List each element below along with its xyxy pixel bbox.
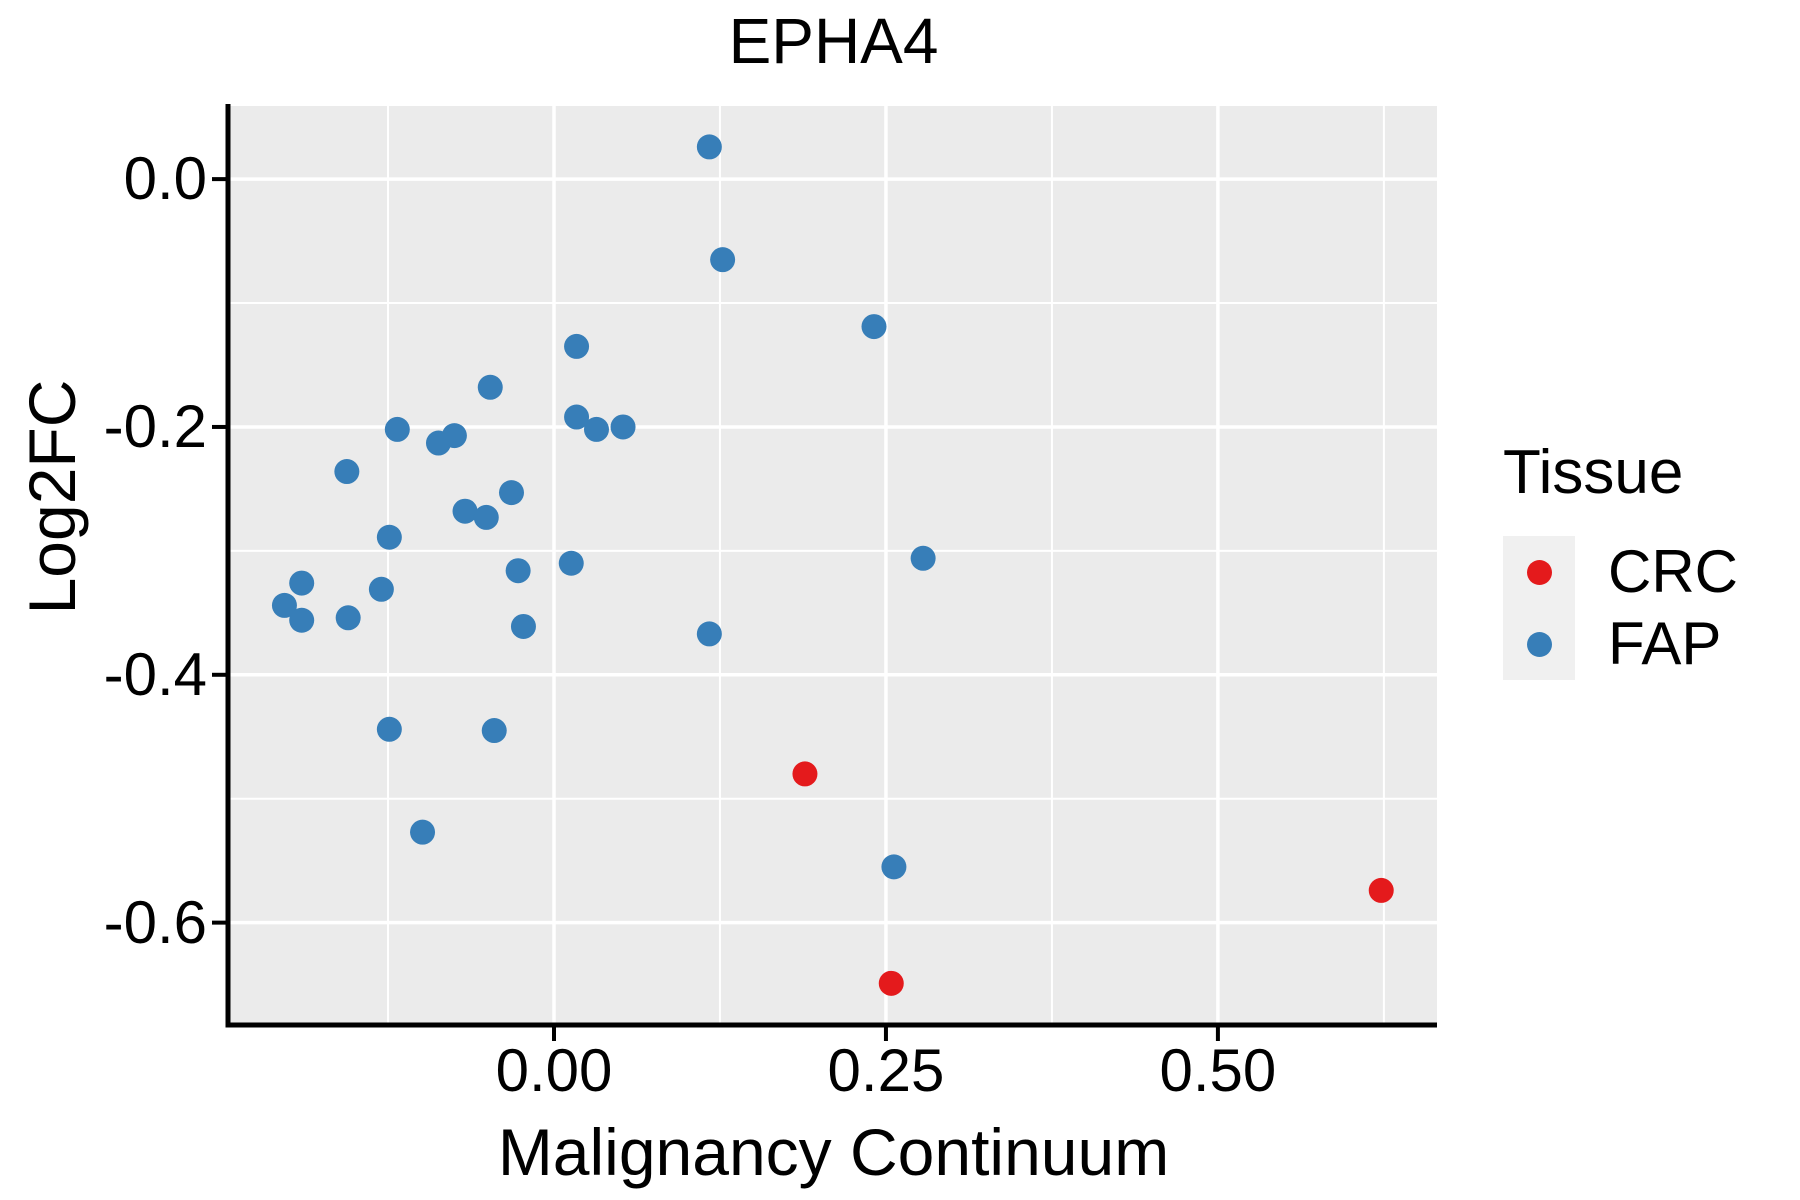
legend-key-crc — [1503, 536, 1575, 608]
fap-data-point — [410, 819, 436, 845]
y-tick-label: -0.2 — [103, 392, 207, 460]
x-tick-label: 0.00 — [495, 1037, 613, 1104]
fap-data-point — [510, 613, 536, 639]
x-tick-label: 0.50 — [1159, 1037, 1277, 1104]
legend: Tissue CRC FAP — [1503, 436, 1738, 680]
crc-data-point — [878, 970, 904, 996]
fap-data-point — [696, 621, 722, 647]
fap-data-point — [376, 524, 402, 550]
fap-data-point — [499, 480, 525, 506]
y-tick-label: 0.0 — [123, 145, 207, 213]
legend-label-crc: CRC — [1608, 538, 1738, 605]
legend-rows: CRC FAP — [1503, 536, 1738, 680]
fap-data-point — [384, 416, 410, 442]
fap-data-point — [289, 570, 315, 596]
fap-data-point — [710, 247, 736, 273]
fap-data-point — [564, 333, 590, 359]
fap-data-point — [583, 416, 609, 442]
fap-data-point — [452, 498, 478, 524]
legend-key-fap — [1503, 608, 1575, 680]
crc-dot-icon — [1526, 559, 1552, 585]
x-tick-label: 0.25 — [827, 1037, 945, 1104]
fap-data-point — [441, 423, 467, 449]
x-axis-title: Malignancy Continuum — [497, 1115, 1170, 1189]
legend-row-crc: CRC — [1503, 536, 1738, 608]
fap-dot-icon — [1526, 631, 1552, 657]
crc-data-point — [1368, 877, 1394, 903]
fap-data-point — [335, 605, 361, 631]
fap-data-point — [881, 854, 907, 880]
fap-data-point — [610, 414, 636, 440]
y-tick-label: -0.6 — [103, 888, 207, 956]
fap-data-point — [334, 459, 360, 485]
fap-data-point — [376, 716, 402, 742]
plot-title: EPHA4 — [728, 5, 939, 77]
legend-title: Tissue — [1503, 438, 1684, 507]
legend-label-fap: FAP — [1608, 610, 1722, 677]
plot-panel — [230, 106, 1437, 1023]
fap-data-point — [861, 314, 887, 340]
fap-data-point — [696, 134, 722, 160]
legend-row-fap: FAP — [1503, 608, 1738, 680]
fap-data-point — [289, 607, 315, 633]
fap-data-point — [473, 504, 499, 530]
y-tick-label: -0.4 — [103, 640, 207, 708]
fap-data-point — [368, 576, 394, 602]
fap-data-point — [477, 374, 503, 400]
fap-data-point — [910, 545, 936, 571]
fap-data-point — [505, 558, 531, 584]
fap-data-point — [558, 550, 584, 576]
fap-data-point — [271, 592, 297, 618]
fap-data-point — [564, 404, 590, 430]
fap-data-point — [481, 718, 507, 744]
crc-data-point — [792, 761, 818, 787]
y-axis-title: Log2FC — [15, 379, 89, 615]
